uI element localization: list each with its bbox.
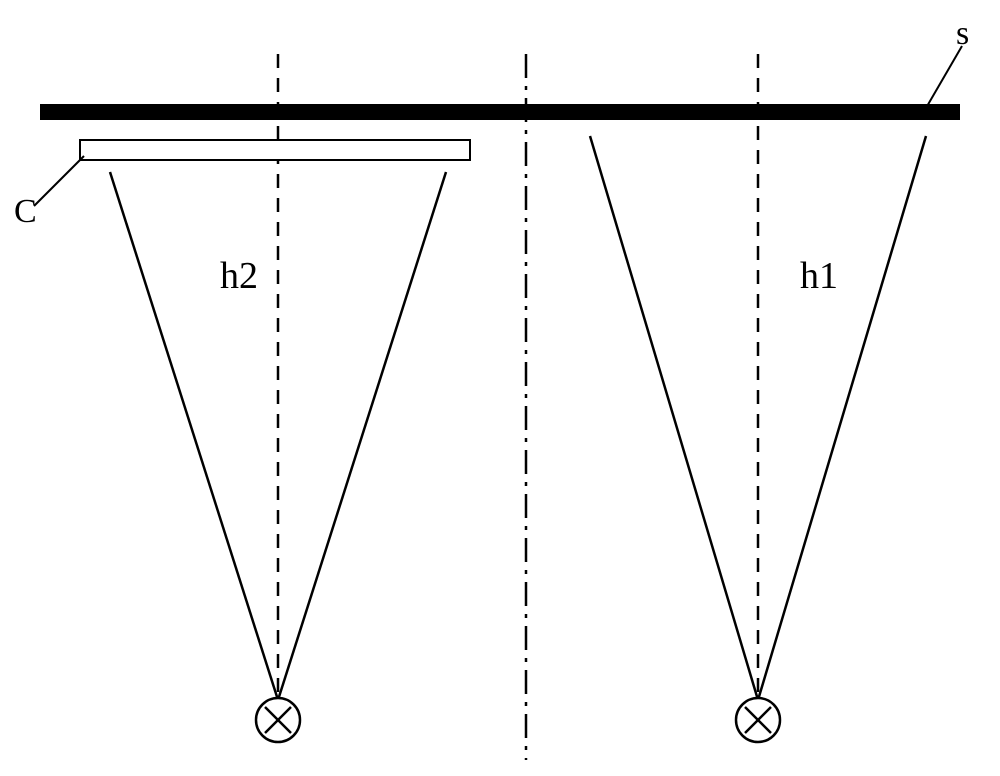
plate-c [80,140,470,160]
leader-s [926,46,962,108]
left-cone-left [110,172,278,700]
label-h1: h1 [800,255,838,297]
leader-c [34,156,84,206]
label-s: s [956,15,969,52]
right-cone-left [590,136,758,700]
label-c: C [14,193,37,230]
left-cone-right [278,172,446,700]
right-cone-right [758,136,926,700]
label-h2: h2 [220,255,258,297]
